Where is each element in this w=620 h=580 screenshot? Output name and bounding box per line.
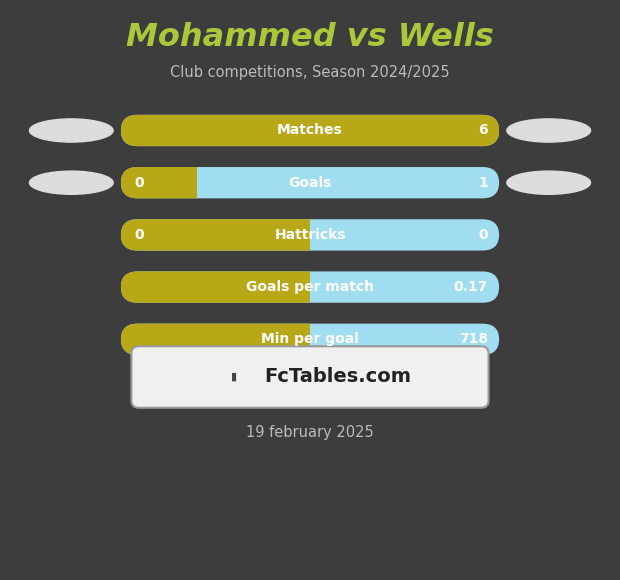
FancyBboxPatch shape [121,271,499,303]
FancyBboxPatch shape [121,167,499,198]
FancyBboxPatch shape [121,324,499,355]
Text: Matches: Matches [277,124,343,137]
FancyBboxPatch shape [121,115,499,146]
Ellipse shape [507,171,591,194]
FancyBboxPatch shape [121,324,499,355]
Text: ▮: ▮ [231,372,237,382]
Text: 6: 6 [478,124,488,137]
FancyBboxPatch shape [131,346,489,408]
FancyBboxPatch shape [121,219,499,251]
FancyBboxPatch shape [121,115,499,146]
Text: 0.17: 0.17 [454,280,488,294]
Text: Mohammed vs Wells: Mohammed vs Wells [126,22,494,53]
Ellipse shape [507,119,591,142]
Text: Goals per match: Goals per match [246,280,374,294]
Text: Hattricks: Hattricks [274,228,346,242]
Text: FcTables.com: FcTables.com [264,368,411,386]
Text: 0: 0 [135,228,144,242]
FancyBboxPatch shape [121,219,499,251]
FancyBboxPatch shape [121,167,499,198]
Text: Club competitions, Season 2024/2025: Club competitions, Season 2024/2025 [170,65,450,80]
Text: 1: 1 [478,176,488,190]
FancyBboxPatch shape [121,271,499,303]
Ellipse shape [29,119,113,142]
Text: 0: 0 [135,176,144,190]
Text: 19 february 2025: 19 february 2025 [246,425,374,440]
Text: 718: 718 [459,332,488,346]
Text: 0: 0 [478,228,488,242]
Text: Goals: Goals [288,176,332,190]
Ellipse shape [29,171,113,194]
Text: Min per goal: Min per goal [261,332,359,346]
